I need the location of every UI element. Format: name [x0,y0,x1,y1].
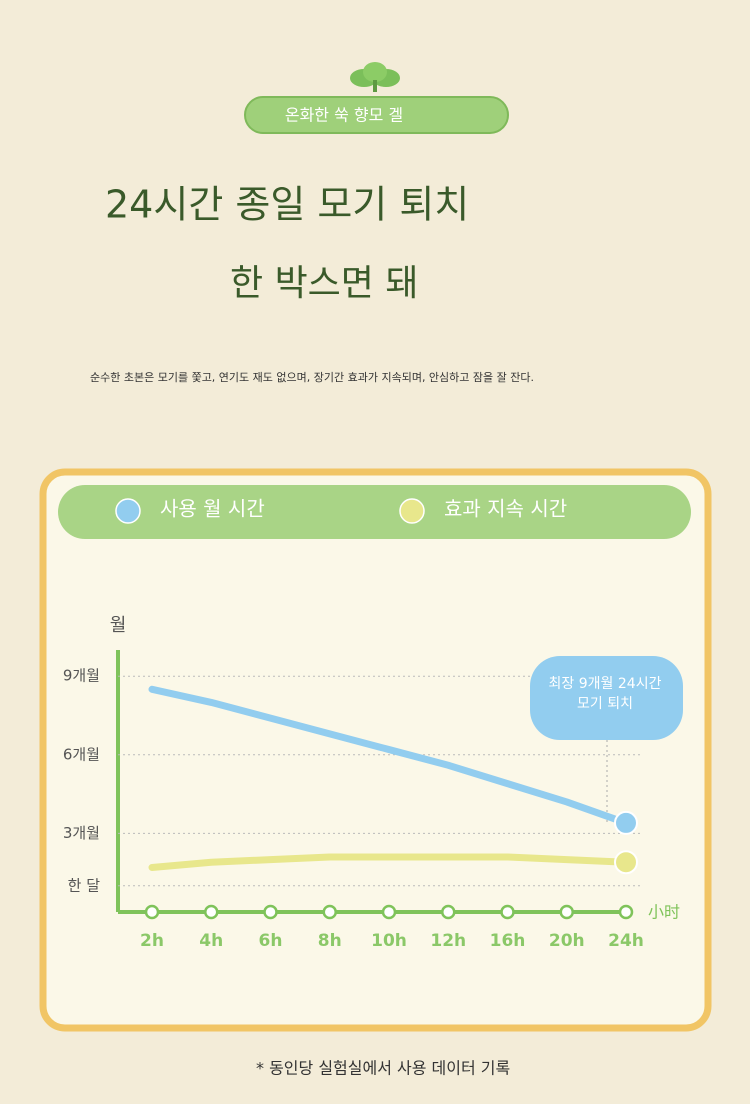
badge-pill [244,96,509,134]
y-axis-label: 월 [110,615,127,636]
x-tick-dot [263,904,278,920]
series-line [148,853,630,871]
x-tick-dot [618,904,634,920]
footnote: * 동인당 실험실에서 사용 데이터 기록 [256,1059,510,1078]
annotation-text: 최장 9개월 24시간 [549,676,662,692]
legend-bar [58,485,691,539]
x-tick-label: 10h [371,931,407,951]
x-tick-dot [144,904,160,920]
x-tick-dot [204,904,219,920]
x-tick-dot [441,904,456,920]
legend-label: 효과 지속 시간 [444,497,567,521]
x-tick-label: 2h [140,931,164,951]
chart-card [39,468,712,1032]
x-tick-label: 4h [199,931,223,951]
annotation-text: 모기 퇴치 [577,696,633,712]
title-line: 24시간 종일 모기 퇴치 [105,183,469,227]
y-tick-label: 한 달 [68,876,101,894]
x-tick-label: 24h [608,931,644,951]
end-point [614,850,638,875]
x-tick-label: 12h [430,931,466,951]
leaf-icon [350,62,400,92]
y-tick-label: 6개월 [63,745,100,763]
x-tick-label: 6h [259,931,283,951]
badge-text: 온화한 쑥 향모 겔 [285,106,403,125]
x-tick-label: 16h [490,931,526,951]
annotation-bubble [530,656,683,740]
y-tick-label: 9개월 [63,667,100,685]
x-tick-dot [322,904,337,920]
x-tick-dot [381,904,397,920]
series-line [148,685,630,827]
title-line: 한 박스면 돼 [230,263,419,304]
legend-swatch [399,498,425,524]
description: 순수한 초본은 모기를 쫓고, 연기도 재도 없으며, 장기간 효과가 지속되며… [90,370,534,384]
x-tick-dot [559,904,574,920]
legend-label: 사용 월 시간 [160,497,265,521]
x-tick-label: 8h [318,931,342,951]
x-axis-label: 小时 [648,903,680,922]
end-point [614,810,638,835]
x-tick-label: 20h [549,931,585,951]
x-tick-dot [500,904,515,920]
y-tick-label: 3개월 [63,824,100,842]
legend-swatch [115,498,141,524]
